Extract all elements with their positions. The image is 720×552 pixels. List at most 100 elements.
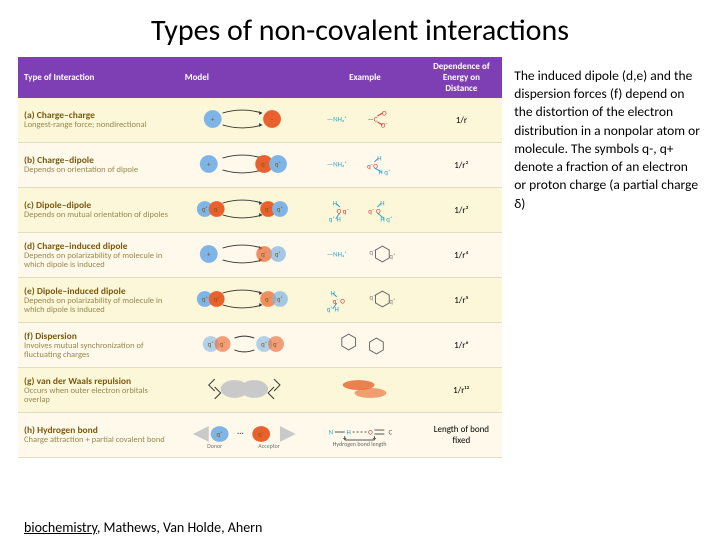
row-energy: 1/r⁶	[421, 323, 503, 368]
row-model: + –	[179, 98, 310, 143]
row-title: (f) Dispersion	[24, 330, 173, 342]
row-energy: 1/r⁵	[421, 278, 503, 323]
row-example	[309, 368, 420, 413]
table-row: (a) Charge–charge Longest-range force; n…	[18, 98, 502, 143]
svg-text:+: +	[211, 114, 215, 123]
svg-text:q⁻: q⁻	[370, 292, 376, 301]
citation-authors: , Mathews, Van Holde, Ahern	[97, 519, 263, 536]
table-row: (d) Charge–induced dipole Depends on pol…	[18, 233, 502, 278]
svg-text:Acceptor: Acceptor	[258, 441, 280, 449]
row-title: (e) Dipole–induced dipole	[24, 285, 173, 297]
row-desc: Longest-range force; nondirectional	[24, 121, 173, 130]
col-type: Type of Interaction	[18, 57, 179, 98]
row-desc: Involves mutual synchronization of fluct…	[24, 342, 173, 361]
row-label: (d) Charge–induced dipole Depends on pol…	[18, 233, 179, 278]
svg-text:q⁻: q⁻	[265, 294, 271, 303]
row-label: (b) Charge–dipole Depends on orientation…	[18, 143, 179, 188]
svg-text:q⁺: q⁺	[261, 339, 268, 348]
row-energy: 1/r	[421, 98, 503, 143]
svg-text:O: O	[382, 108, 387, 117]
svg-text:H: H	[347, 427, 351, 436]
col-energy: Dependence of Energy on Distance	[421, 57, 503, 98]
col-example: Example	[309, 57, 420, 98]
svg-text:—NH₃⁺: —NH₃⁺	[327, 249, 347, 258]
svg-text:+: +	[207, 249, 211, 258]
interactions-table: Type of Interaction Model Example Depend…	[18, 57, 502, 458]
row-label: (h) Hydrogen bond Charge attraction + pa…	[18, 413, 179, 458]
table-row: (b) Charge–dipole Depends on orientation…	[18, 143, 502, 188]
svg-text:O: O	[369, 427, 374, 436]
svg-text:q⁻: q⁻	[265, 204, 271, 213]
row-example: N H O C Hydrogen bond length	[309, 413, 420, 458]
side-paragraph: The induced dipole (d,e) and the dispers…	[502, 57, 702, 458]
svg-text:+: +	[207, 159, 211, 168]
row-model: q⁺q⁻ q⁻q⁺	[179, 278, 310, 323]
row-title: (g) van der Waals repulsion	[24, 375, 173, 387]
svg-text:q⁺: q⁺	[277, 204, 284, 213]
table-row: (c) Dipole–dipole Depends on mutual orie…	[18, 188, 502, 233]
row-desc: Depends on mutual orientation of dipoles	[24, 211, 173, 220]
table-row: (e) Dipole–induced dipole Depends on pol…	[18, 278, 502, 323]
row-example: —NH₃⁺ q⁻q⁺	[309, 233, 420, 278]
row-label: (f) Dispersion Involves mutual synchroni…	[18, 323, 179, 368]
row-example: —NH₃⁺ O —C O⁻	[309, 98, 420, 143]
col-model: Model	[179, 57, 310, 98]
row-example: —NH₃⁺ H q⁻O H q⁺	[309, 143, 420, 188]
row-desc: Depends on polarizability of molecule in…	[24, 252, 173, 271]
table-row: (f) Dispersion Involves mutual synchroni…	[18, 323, 502, 368]
svg-text:Hydrogen bond length: Hydrogen bond length	[333, 439, 387, 447]
row-energy: 1/r²	[421, 143, 503, 188]
row-model: q⁺ q⁻ q⁺ q⁻	[179, 323, 310, 368]
row-model	[179, 368, 310, 413]
row-desc: Depends on orientation of dipole	[24, 166, 173, 175]
svg-text:···: ···	[237, 429, 244, 439]
row-example	[309, 323, 420, 368]
row-energy: 1/r¹²	[421, 368, 503, 413]
row-energy: 1/r⁴	[421, 233, 503, 278]
row-desc: Depends on polarizability of molecule in…	[24, 297, 173, 316]
table-row: (g) van der Waals repulsion Occurs when …	[18, 368, 502, 413]
table-row: (h) Hydrogen bond Charge attraction + pa…	[18, 413, 502, 458]
svg-text:q⁻: q⁻	[213, 294, 219, 303]
svg-text:q⁺: q⁺	[207, 339, 214, 348]
svg-text:q⁺ H: q⁺ H	[329, 214, 341, 223]
svg-text:q⁻: q⁻	[219, 339, 225, 348]
row-desc: Charge attraction + partial covalent bon…	[24, 436, 173, 445]
svg-text:q⁺: q⁺	[390, 296, 397, 305]
svg-text:q⁻: q⁻	[261, 159, 267, 168]
row-desc: Occurs when outer electron orbitals over…	[24, 387, 173, 406]
svg-text:q⁺: q⁺	[275, 159, 282, 168]
row-model: + q⁻ q⁺	[179, 143, 310, 188]
svg-text:H q⁺: H q⁺	[381, 214, 394, 223]
row-example: HO q⁻q⁺ H Hq⁻ OH q⁺	[309, 188, 420, 233]
row-model: q⁺ ··· q⁻ Donor Acceptor	[179, 413, 310, 458]
row-energy: Length of bond fixed	[421, 413, 503, 458]
svg-text:H q⁺: H q⁺	[379, 167, 392, 176]
interactions-table-wrap: Type of Interaction Model Example Depend…	[18, 57, 502, 458]
row-label: (e) Dipole–induced dipole Depends on pol…	[18, 278, 179, 323]
row-model: + q⁻ q⁺	[179, 233, 310, 278]
svg-text:q⁺: q⁺	[201, 204, 208, 213]
svg-text:q⁻: q⁻	[213, 204, 219, 213]
svg-text:q⁻: q⁻	[258, 429, 264, 438]
svg-text:q⁺: q⁺	[216, 429, 223, 438]
row-energy: 1/r³	[421, 188, 503, 233]
svg-text:q⁻: q⁻	[370, 247, 376, 256]
row-label: (g) van der Waals repulsion Occurs when …	[18, 368, 179, 413]
svg-text:N: N	[329, 427, 333, 436]
citation-book: biochemistry	[24, 519, 97, 536]
row-model: q⁺ q⁻ q⁻ q⁺	[179, 188, 310, 233]
citation: biochemistry, Mathews, Van Holde, Ahern	[24, 519, 262, 536]
svg-text:—C: —C	[368, 114, 378, 123]
svg-text:—NH₃⁺: —NH₃⁺	[327, 159, 347, 168]
svg-text:q⁻: q⁻	[261, 249, 267, 258]
page-title: Types of non-covalent interactions	[0, 12, 720, 49]
row-label: (c) Dipole–dipole Depends on mutual orie…	[18, 188, 179, 233]
svg-text:q⁺: q⁺	[275, 249, 282, 258]
svg-text:q⁻: q⁻	[273, 339, 279, 348]
row-label: (a) Charge–charge Longest-range force; n…	[18, 98, 179, 143]
row-title: (d) Charge–induced dipole	[24, 240, 173, 252]
svg-text:q⁺: q⁺	[277, 294, 284, 303]
table-header-row: Type of Interaction Model Example Depend…	[18, 57, 502, 98]
svg-text:C: C	[389, 427, 393, 436]
